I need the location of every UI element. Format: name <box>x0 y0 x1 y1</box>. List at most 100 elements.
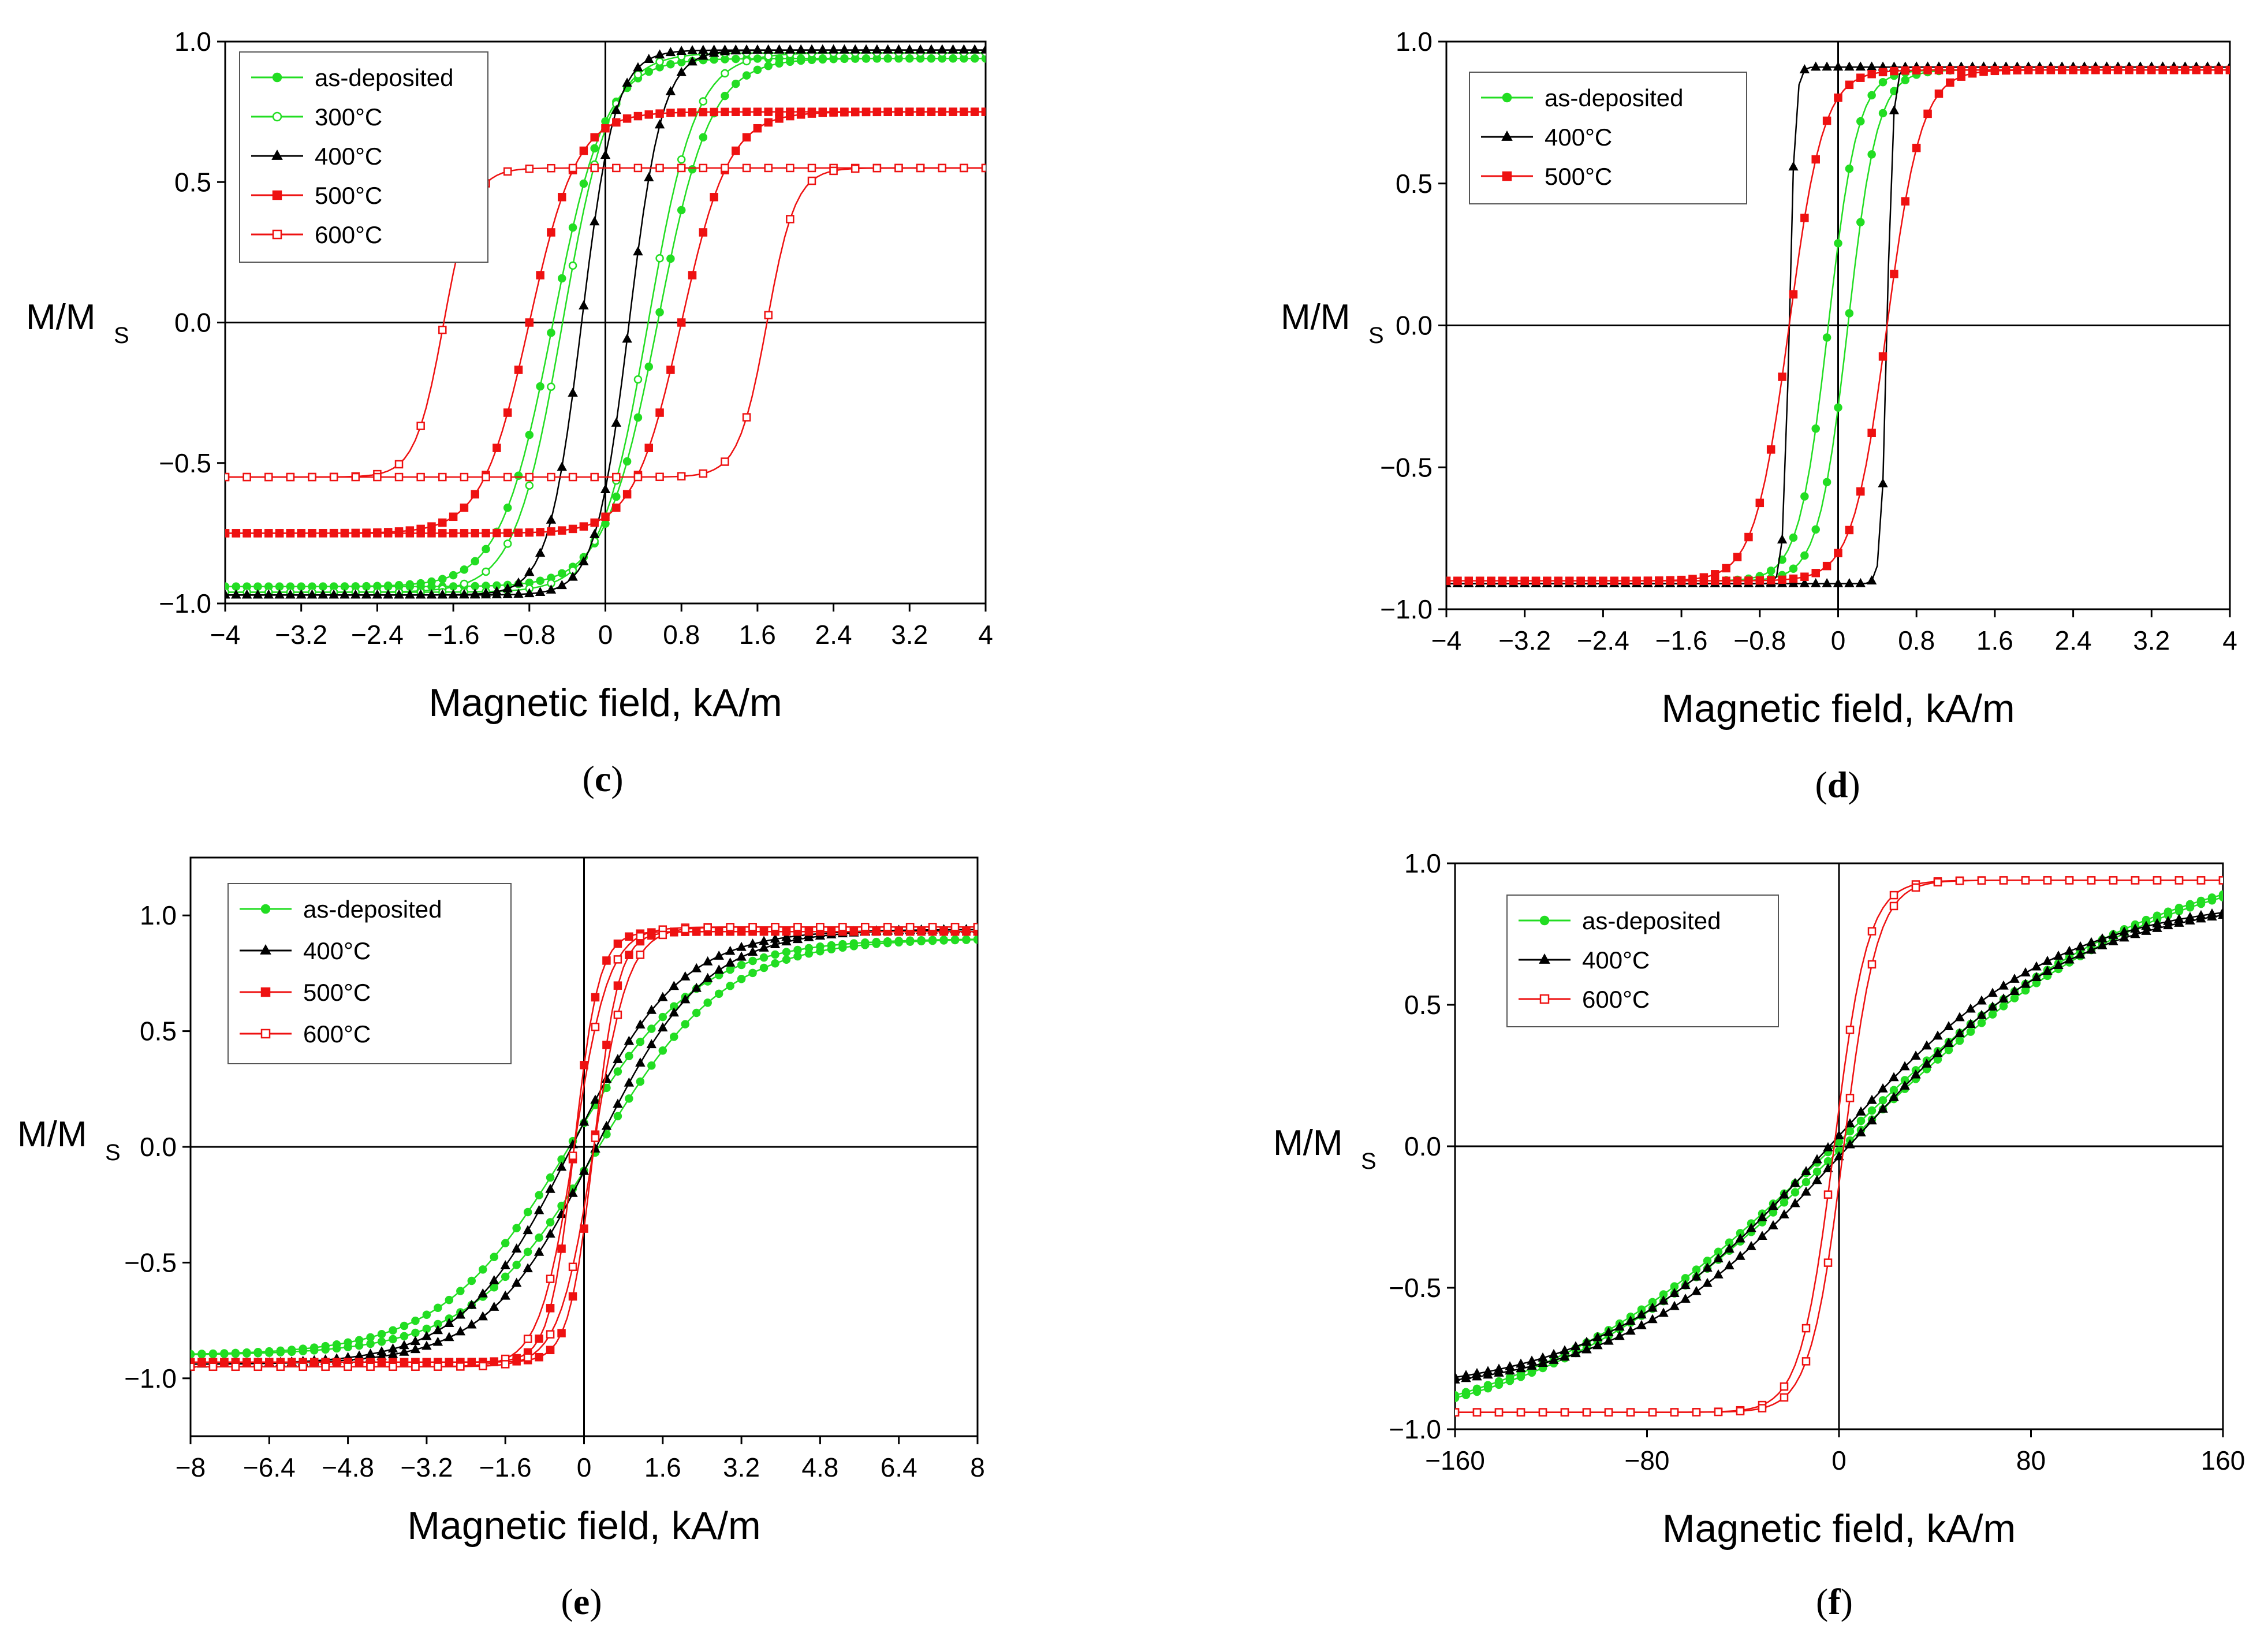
data-point <box>253 529 262 538</box>
data-point <box>523 1247 532 1257</box>
data-point <box>2119 932 2129 942</box>
data-point <box>557 1329 566 1337</box>
data-point <box>612 503 621 512</box>
y-tick-label: 0.5 <box>1404 990 1441 1020</box>
data-point <box>438 529 447 538</box>
data-point <box>905 54 914 63</box>
data-point <box>1799 64 1810 74</box>
data-point <box>1711 570 1719 579</box>
data-point <box>611 418 622 427</box>
data-point <box>389 1362 397 1372</box>
data-point <box>1788 577 1799 587</box>
data-point <box>1954 1028 1965 1038</box>
data-point <box>1966 1027 1975 1036</box>
data-point <box>276 1348 285 1357</box>
data-point <box>579 556 589 565</box>
x-tick-label: −3.2 <box>400 1452 453 1482</box>
data-point <box>1692 1408 1701 1417</box>
data-point <box>928 936 937 945</box>
x-tick-label: −160 <box>1425 1445 1485 1475</box>
data-point <box>1990 66 2000 76</box>
data-point <box>1790 1188 1800 1197</box>
data-point <box>1565 576 1574 586</box>
data-point <box>308 529 316 538</box>
data-point <box>546 1218 555 1227</box>
data-point <box>579 300 589 310</box>
data-point <box>377 1330 386 1339</box>
data-point <box>1691 1285 1702 1295</box>
data-point <box>1658 1295 1669 1305</box>
data-point <box>1890 270 1898 278</box>
data-point <box>437 589 447 599</box>
data-point <box>1538 1408 1547 1417</box>
y-tick-label: 1.0 <box>1404 848 1441 878</box>
data-point <box>355 1341 364 1350</box>
data-point <box>644 172 654 181</box>
data-point <box>568 387 578 397</box>
data-point <box>394 472 404 482</box>
data-point <box>782 927 791 936</box>
data-point <box>1722 564 1730 573</box>
data-point <box>1603 1326 1614 1336</box>
data-point <box>1823 1142 1833 1151</box>
data-point <box>850 107 860 117</box>
data-point <box>732 146 740 155</box>
data-point <box>546 1274 555 1283</box>
data-point <box>633 62 643 72</box>
data-point <box>503 539 512 548</box>
data-point <box>969 44 980 54</box>
data-point <box>2169 65 2179 74</box>
data-point <box>840 108 849 117</box>
legend-label: 400°C <box>1582 946 1650 974</box>
data-point <box>272 111 282 122</box>
data-point <box>448 589 458 599</box>
data-point <box>793 922 802 931</box>
data-point <box>677 472 686 481</box>
data-point <box>536 271 544 279</box>
data-point <box>470 589 480 599</box>
data-point <box>2021 876 2030 885</box>
data-point <box>721 163 729 173</box>
data-point <box>1560 1408 1569 1417</box>
x-tick-label: 1.6 <box>1976 625 2013 655</box>
data-point <box>818 109 827 117</box>
data-point <box>2031 972 2042 982</box>
data-point <box>1621 576 1630 586</box>
y-tick-label: −1.0 <box>124 1363 177 1393</box>
data-point <box>625 932 633 941</box>
data-point <box>861 44 871 54</box>
data-point <box>1520 576 1529 586</box>
data-point <box>285 589 296 599</box>
data-point <box>1669 1300 1680 1310</box>
data-point <box>260 904 271 914</box>
data-point <box>1755 498 1765 508</box>
data-point <box>1933 1030 1943 1040</box>
data-point <box>839 44 850 54</box>
data-point <box>260 1028 271 1039</box>
data-point <box>1889 901 1898 911</box>
data-point <box>568 1262 577 1272</box>
chart-panel-d: −4 −3.2 −2.4 −1.6 −0.8 0 0.8 1.6 2.4 3.2 4 −1.0 −0.5… <box>1281 27 2237 805</box>
data-point <box>1800 492 1809 501</box>
data-point <box>1866 61 1877 71</box>
legend: as-deposited 400°C 600°C <box>1506 895 1779 1027</box>
data-point <box>1822 561 1831 571</box>
data-point <box>297 529 305 538</box>
data-point <box>1801 1357 1811 1366</box>
data-point <box>525 430 534 439</box>
data-point <box>601 1120 612 1130</box>
data-point <box>547 382 555 391</box>
data-point <box>1455 1374 1460 1384</box>
data-point <box>960 163 968 173</box>
data-point <box>1867 1094 1877 1104</box>
x-tick-label: −2.4 <box>351 620 404 650</box>
y-tick-label: 1.0 <box>1396 27 1433 57</box>
data-point <box>1965 1019 1976 1028</box>
data-point <box>948 44 958 54</box>
data-point <box>479 1265 487 1274</box>
data-point <box>1736 1407 1745 1415</box>
data-point <box>1516 1363 1526 1373</box>
data-point <box>883 54 892 63</box>
x-tick-label: 0 <box>598 620 613 650</box>
data-point <box>1502 171 1512 181</box>
